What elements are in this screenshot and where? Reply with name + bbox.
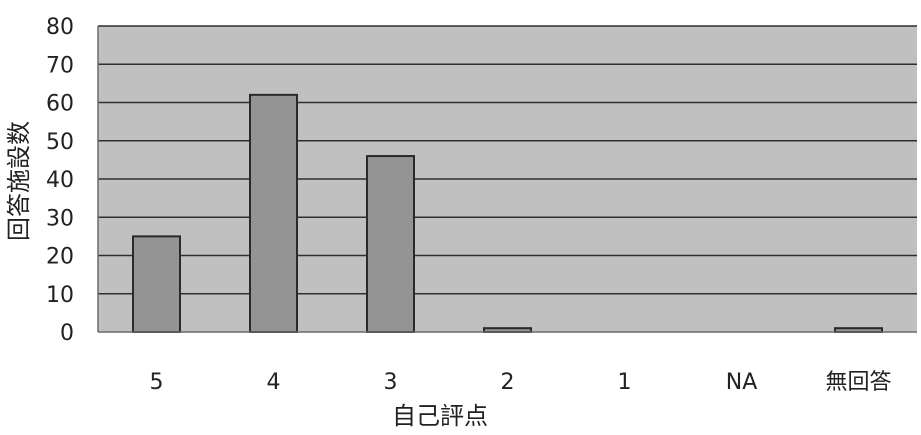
y-tick-label: 0 [60,321,74,346]
x-tick-label: 3 [384,370,398,395]
y-tick-label: 40 [46,168,74,193]
bars [132,93,883,333]
x-tick-label: 5 [150,370,164,395]
gridlines [98,25,917,295]
y-tick-label: 70 [46,53,74,78]
bar [132,235,181,333]
y-axis-tick-labels: 0 10 20 30 40 50 60 70 80 [46,15,74,346]
x-axis-tick-labels: 5 4 3 2 1 NA 無回答 [150,370,892,395]
y-tick-label: 10 [46,283,74,308]
x-tick-label: 4 [267,370,281,395]
y-tick-label: 80 [46,15,74,40]
y-tick-label: 50 [46,130,74,155]
x-axis-title: 自己評点 [392,402,488,430]
bar [366,155,415,333]
x-tick-label: NA [726,370,758,395]
y-axis-title: 回答施設数 [5,121,33,241]
y-tick-label: 60 [46,92,74,117]
x-tick-label: 2 [501,370,515,395]
x-tick-label: 無回答 [825,370,891,395]
bar [249,93,298,333]
y-tick-label: 20 [46,245,74,270]
x-tick-label: 1 [618,370,632,395]
y-tick-label: 30 [46,206,74,231]
